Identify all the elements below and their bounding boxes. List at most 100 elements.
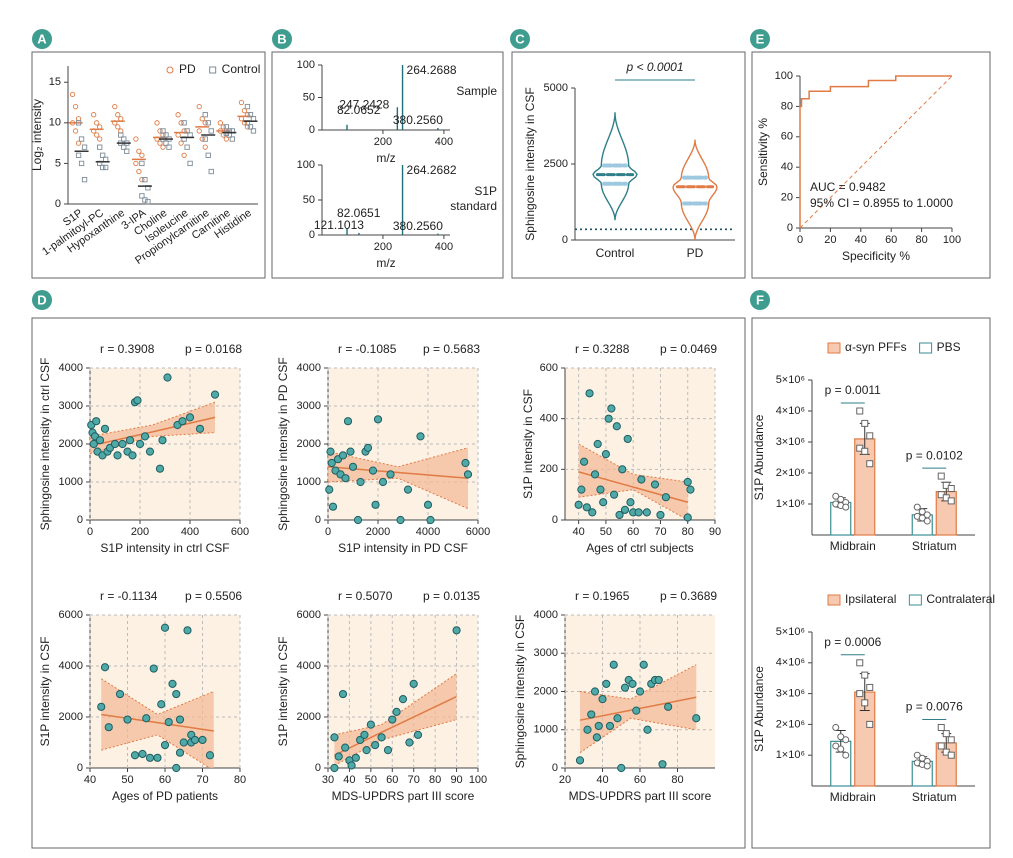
y-tick-label: 1000 <box>297 476 321 488</box>
point <box>388 715 397 724</box>
x-tick-label: 80 <box>234 774 246 786</box>
point <box>78 160 85 167</box>
x-tick-label: 70 <box>196 774 208 786</box>
band-edge <box>90 401 216 437</box>
point <box>142 176 148 183</box>
point <box>163 132 169 138</box>
point <box>338 689 348 699</box>
annotation: p = 0.5683 <box>423 342 480 356</box>
point <box>145 447 155 456</box>
y-tick-label: 60 <box>781 131 793 143</box>
y-axis-label: Sphingosine intensity in PD CSF <box>276 357 290 530</box>
point <box>100 663 110 672</box>
point <box>866 720 874 728</box>
point <box>138 749 147 759</box>
point <box>634 508 643 517</box>
y-tick-label: 100 <box>297 159 315 171</box>
x-tick-label: 200 <box>131 526 149 538</box>
x-tick-label: Striatum <box>912 790 957 804</box>
point <box>325 485 334 494</box>
legend-marker <box>209 66 217 74</box>
x-tick-label: 50 <box>121 774 133 786</box>
y-tick-label: 0 <box>552 514 558 526</box>
point <box>692 714 701 723</box>
point <box>160 128 166 134</box>
x-tick-label: 40 <box>855 234 867 246</box>
panel-letters: A B C E D F <box>32 29 770 310</box>
fit-line <box>579 696 697 721</box>
point <box>861 699 869 707</box>
point <box>856 407 864 415</box>
point <box>208 128 214 134</box>
point <box>202 112 208 118</box>
x-axis-label: S1P intensity in ctrl CSF <box>100 541 229 555</box>
y-tick-label: 50 <box>303 194 315 206</box>
point <box>75 152 82 158</box>
point <box>153 753 162 762</box>
point <box>356 735 365 745</box>
y-tick-label: 0 <box>77 514 83 526</box>
point <box>183 626 192 635</box>
x-tick-label: 100 <box>943 234 961 246</box>
point <box>353 515 363 525</box>
point <box>947 736 955 744</box>
point <box>113 451 122 460</box>
x-tick-label: 600 <box>231 526 249 538</box>
point <box>594 721 603 731</box>
point <box>223 136 229 142</box>
point <box>937 723 945 731</box>
x-tick-label: 0 <box>325 526 331 538</box>
point <box>378 477 388 487</box>
peak-label: 82.0651 <box>337 206 381 220</box>
point <box>386 470 395 479</box>
point <box>837 733 845 741</box>
y-axis-label: S1P Abundance <box>752 666 766 752</box>
point <box>205 751 215 760</box>
point <box>609 490 619 499</box>
point <box>250 128 257 134</box>
point <box>199 136 205 142</box>
panel-frame <box>31 51 266 279</box>
point <box>866 683 874 691</box>
y-tick-label: 0 <box>315 762 321 774</box>
x-axis-label: m/z <box>376 256 395 270</box>
point <box>620 505 630 514</box>
point <box>452 626 461 635</box>
legend-label: Ipsilateral <box>845 592 896 606</box>
point <box>403 485 413 494</box>
point <box>338 451 348 460</box>
y-tick-label: 2000 <box>59 711 83 723</box>
point <box>360 730 369 739</box>
point <box>618 465 627 474</box>
peak-label: 247.2428 <box>339 97 389 111</box>
point <box>160 740 170 750</box>
annotation: r = 0.3908 <box>100 342 155 356</box>
panel-letter: B <box>277 31 286 46</box>
y-tick-label: 4000 <box>534 609 558 621</box>
point <box>104 723 113 732</box>
annotation: p = 0.0006 <box>824 635 881 649</box>
point <box>187 160 193 167</box>
point <box>327 458 336 468</box>
x-tick-label: 4000 <box>416 526 440 538</box>
y-axis-label: S1P intensity in CSF <box>521 389 535 499</box>
point <box>185 413 195 422</box>
point <box>69 91 76 98</box>
point <box>366 720 375 729</box>
point <box>579 457 589 466</box>
point <box>121 136 127 142</box>
y-tick-label: 200 <box>540 463 558 475</box>
point <box>91 112 97 118</box>
x-tick-label: 80 <box>671 774 683 786</box>
y-axis-label: Sphingosine intensity in CSF <box>523 87 537 240</box>
y-tick-label: 5000 <box>544 82 568 94</box>
point <box>923 762 931 770</box>
spectrum-title: standard <box>450 199 497 213</box>
annotation: 95% CI = 0.8955 to 1.0000 <box>810 196 953 210</box>
legend-label: PBS <box>937 340 961 354</box>
y-tick-label: 2000 <box>534 685 558 697</box>
y-axis-label: S1P intensity in CSF <box>276 637 290 747</box>
point <box>371 740 380 750</box>
point <box>461 458 470 468</box>
point <box>205 120 211 126</box>
